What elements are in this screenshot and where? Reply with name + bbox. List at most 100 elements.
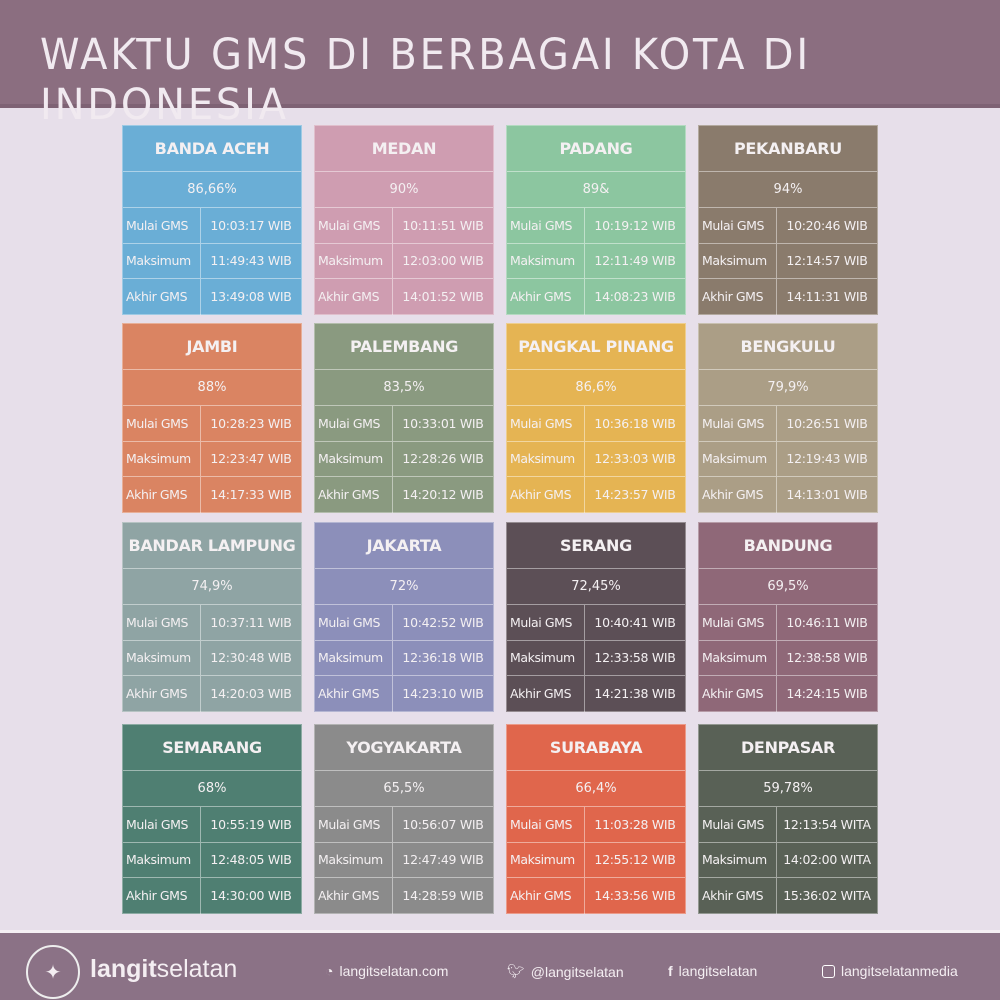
end-row: Akhir GMS 14:24:15 WIB	[699, 676, 877, 712]
instagram-link[interactable]: langitselatanmedia	[822, 963, 958, 979]
start-row-time: 10:55:19 WIB	[210, 816, 292, 832]
website-link[interactable]: ◔ langitselatan.com	[325, 963, 448, 979]
end-row-time: 14:33:56 WIB	[594, 888, 676, 904]
end-row-label: Akhir GMS	[123, 878, 201, 914]
maximum-row: Maksimum 12:28:26 WIB	[315, 441, 493, 477]
start-row: Mulai GMS 10:20:46 WIB	[699, 208, 877, 244]
end-row-time: 14:24:15 WIB	[786, 686, 868, 702]
facebook-icon: f	[668, 963, 673, 979]
maximum-row: Maksimum 12:30:48 WIB	[123, 640, 301, 676]
maximum-row: Maksimum 12:38:58 WIB	[699, 640, 877, 676]
start-row-label: Mulai GMS	[699, 807, 777, 842]
maximum-row-label: Maksimum	[123, 640, 201, 675]
start-row-label: Mulai GMS	[315, 208, 393, 243]
start-row-time: 10:37:11 WIB	[210, 614, 292, 630]
maximum-row-label: Maksimum	[507, 640, 585, 675]
end-row-time: 14:20:03 WIB	[210, 686, 292, 702]
end-row: Akhir GMS 14:20:03 WIB	[123, 676, 301, 712]
footer: ✦ langitselatan ◔ langitselatan.com 🐦︎ @la…	[0, 930, 1000, 1000]
city-name: BENGKULU	[699, 324, 877, 370]
city-name: PALEMBANG	[315, 324, 493, 370]
maximum-row: Maksimum 12:33:58 WIB	[507, 640, 685, 676]
city-card: SEMARANG 68% Mulai GMS 10:55:19 WIB Maksimum…	[122, 724, 302, 914]
end-row-label: Akhir GMS	[315, 279, 393, 315]
start-row-label: Mulai GMS	[123, 208, 201, 243]
eclipse-percentage: 83,5%	[315, 370, 493, 406]
instagram-text: langitselatanmedia	[841, 963, 958, 979]
twitter-link[interactable]: 🐦︎ @langitselatan	[507, 963, 624, 980]
start-row-time: 10:42:52 WIB	[402, 614, 484, 630]
city-name: BANDAR LAMPUNG	[123, 523, 301, 569]
eclipse-percentage: 86,6%	[507, 370, 685, 406]
end-row-time: 14:23:10 WIB	[402, 686, 484, 702]
facebook-text: langitselatan	[678, 963, 758, 979]
maximum-row-time: 12:30:48 WIB	[210, 650, 292, 666]
eclipse-percentage: 66,4%	[507, 771, 685, 807]
facebook-link[interactable]: f langitselatan	[668, 963, 757, 979]
maximum-row-time: 12:38:58 WIB	[786, 650, 868, 666]
instagram-icon	[822, 964, 835, 978]
start-row-label: Mulai GMS	[123, 406, 201, 441]
maximum-row-time: 12:28:26 WIB	[402, 451, 484, 467]
maximum-row: Maksimum 12:19:43 WIB	[699, 441, 877, 477]
langitselatan-logo: ✦	[26, 945, 80, 999]
end-row-label: Akhir GMS	[699, 676, 777, 712]
maximum-row: Maksimum 12:11:49 WIB	[507, 243, 685, 279]
maximum-row-label: Maksimum	[699, 640, 777, 675]
maximum-row-time: 12:33:03 WIB	[594, 451, 676, 467]
city-card: YOGYAKARTA 65,5% Mulai GMS 10:56:07 WIB Maks…	[314, 724, 494, 914]
start-row: Mulai GMS 10:19:12 WIB	[507, 208, 685, 244]
start-row-label: Mulai GMS	[699, 605, 777, 640]
city-card: PADANG 89& Mulai GMS 10:19:12 WIB Maksimum 12…	[506, 125, 686, 315]
start-row: Mulai GMS 10:42:52 WIB	[315, 605, 493, 641]
end-row-label: Akhir GMS	[507, 477, 585, 513]
end-row-label: Akhir GMS	[699, 477, 777, 513]
city-card: DENPASAR 59,78% Mulai GMS 12:13:54 WITA Maks…	[698, 724, 878, 914]
city-card: BANDAR LAMPUNG 74,9% Mulai GMS 10:37:11 WIB…	[122, 522, 302, 712]
eclipse-percentage: 88%	[123, 370, 301, 406]
maximum-row: Maksimum 12:47:49 WIB	[315, 842, 493, 878]
city-name: DENPASAR	[699, 725, 877, 771]
city-name: PANGKAL PINANG	[507, 324, 685, 370]
end-row-label: Akhir GMS	[699, 878, 777, 914]
maximum-row-label: Maksimum	[699, 243, 777, 278]
eclipse-percentage: 90%	[315, 172, 493, 208]
maximum-row-label: Maksimum	[123, 243, 201, 278]
start-row: Mulai GMS 12:13:54 WITA	[699, 807, 877, 843]
end-row: Akhir GMS 14:21:38 WIB	[507, 676, 685, 712]
start-row-time: 10:46:11 WIB	[786, 614, 868, 630]
header-banner: WAKTU GMS DI BERBAGAI KOTA DI INDONESIA	[0, 0, 1000, 130]
start-row-time: 10:20:46 WIB	[786, 217, 868, 233]
eclipse-percentage: 89&	[507, 172, 685, 208]
start-row-label: Mulai GMS	[699, 406, 777, 441]
city-name: BANDA ACEH	[123, 126, 301, 172]
start-row-time: 10:56:07 WIB	[402, 816, 484, 832]
end-row-label: Akhir GMS	[123, 477, 201, 513]
brand-name: langitselatan	[90, 955, 237, 984]
end-row-label: Akhir GMS	[315, 878, 393, 914]
city-name: JAKARTA	[315, 523, 493, 569]
end-row-label: Akhir GMS	[507, 279, 585, 315]
city-card: SERANG 72,45% Mulai GMS 10:40:41 WIB Maksimu…	[506, 522, 686, 712]
end-row: Akhir GMS 14:30:00 WIB	[123, 878, 301, 914]
maximum-row: Maksimum 12:23:47 WIB	[123, 441, 301, 477]
start-row-time: 12:13:54 WITA	[783, 816, 871, 832]
city-name: BANDUNG	[699, 523, 877, 569]
end-row-label: Akhir GMS	[315, 676, 393, 712]
maximum-row-time: 12:03:00 WIB	[402, 253, 484, 269]
city-card: PANGKAL PINANG 86,6% Mulai GMS 10:36:18 WIB…	[506, 323, 686, 513]
maximum-row-label: Maksimum	[123, 441, 201, 476]
rss-icon: ◔	[325, 963, 334, 979]
end-row-label: Akhir GMS	[699, 279, 777, 315]
city-card: JAMBI 88% Mulai GMS 10:28:23 WIB Maksimum 12:…	[122, 323, 302, 513]
maximum-row-label: Maksimum	[699, 441, 777, 476]
start-row-label: Mulai GMS	[315, 807, 393, 842]
maximum-row-time: 12:33:58 WIB	[594, 650, 676, 666]
start-row-time: 10:26:51 WIB	[786, 415, 868, 431]
maximum-row-label: Maksimum	[699, 842, 777, 877]
start-row: Mulai GMS 10:46:11 WIB	[699, 605, 877, 641]
city-card: MEDAN 90% Mulai GMS 10:11:51 WIB Maksimum 12:…	[314, 125, 494, 315]
eclipse-percentage: 79,9%	[699, 370, 877, 406]
maximum-row-label: Maksimum	[507, 842, 585, 877]
eclipse-percentage: 72,45%	[507, 569, 685, 605]
